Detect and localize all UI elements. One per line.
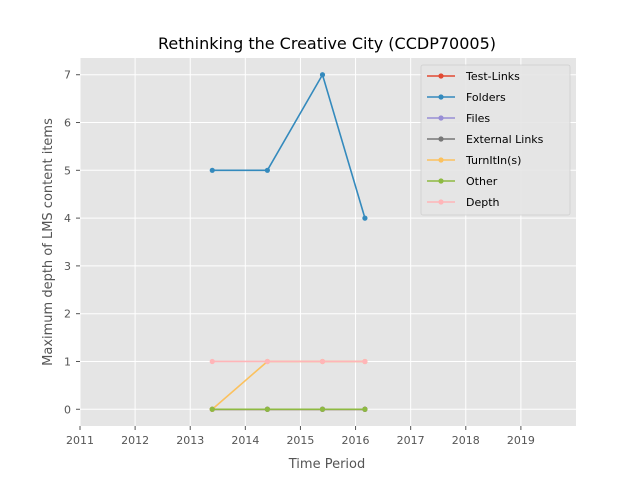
y-tick-label: 3 [64,260,71,273]
y-tick-label: 2 [64,308,71,321]
chart-title: Rethinking the Creative City (CCDP70005) [158,34,496,53]
data-point-depth [209,358,215,365]
x-tick-label: 2012 [121,434,149,447]
data-point-depth [362,358,368,365]
data-point-folders [264,167,270,173]
data-point-other [209,406,215,412]
y-tick-label: 7 [64,69,71,82]
legend-label-test-links: Test-Links [465,70,520,83]
series-layer [209,72,368,412]
x-tick-label: 2019 [507,434,535,447]
y-tick-label: 0 [64,403,71,416]
x-axis-ticks: 2011 2012 2013 2014 2015 2016 2017 2018 2019 [66,426,535,447]
y-axis-ticks: 0 1 2 3 4 5 6 7 [64,69,80,416]
data-point-folders [209,167,215,173]
legend-marker-folders [438,94,444,100]
series-other [209,406,368,412]
data-point-depth [319,358,326,365]
series-folders [209,72,368,221]
data-point-depth [264,358,270,365]
legend-item-turnitin-s: TurnItIn(s) [427,154,521,167]
legend-marker-files [438,115,444,121]
data-point-other [362,406,368,412]
legend: Test-Links Folders Files External Links Turn… [420,64,571,216]
y-tick-label: 5 [64,164,71,177]
legend-marker-external-links [438,136,444,142]
series-depth [209,358,368,365]
legend-label-depth: Depth [466,196,500,209]
legend-label-files: Files [466,112,490,125]
legend-marker-turnitin-s [438,157,444,163]
legend-marker-test-links [438,73,444,79]
legend-item-depth: Depth [427,196,500,209]
legend-label-turnitin-s: TurnItIn(s) [465,154,521,167]
x-tick-label: 2017 [397,434,425,447]
x-tick-label: 2018 [452,434,480,447]
data-point-other [264,406,270,412]
series-line-folders [212,72,366,219]
x-tick-label: 2011 [66,434,94,447]
legend-item-test-links: Test-Links [427,70,520,83]
legend-marker-other [438,178,444,184]
legend-label-other: Other [466,175,498,188]
data-point-folders [319,72,326,78]
x-tick-label: 2016 [342,434,370,447]
legend-label-folders: Folders [466,91,506,104]
legend-item-external-links: External Links [427,133,544,146]
x-tick-label: 2014 [231,434,259,447]
legend-item-folders: Folders [427,91,506,104]
x-tick-label: 2013 [176,434,204,447]
legend-marker-depth [438,199,444,205]
legend-label-external-links: External Links [466,133,544,146]
data-point-other [319,406,326,412]
legend-box [420,64,571,216]
x-axis-label: Time Period [288,457,365,472]
y-tick-label: 1 [64,355,71,368]
y-tick-label: 4 [64,212,71,225]
legend-item-files: Files [427,112,490,125]
legend-item-other: Other [427,175,498,188]
y-axis-label: Maximum depth of LMS content items [41,118,56,366]
x-tick-label: 2015 [286,434,314,447]
data-point-folders [362,215,368,221]
y-tick-label: 6 [64,117,71,130]
